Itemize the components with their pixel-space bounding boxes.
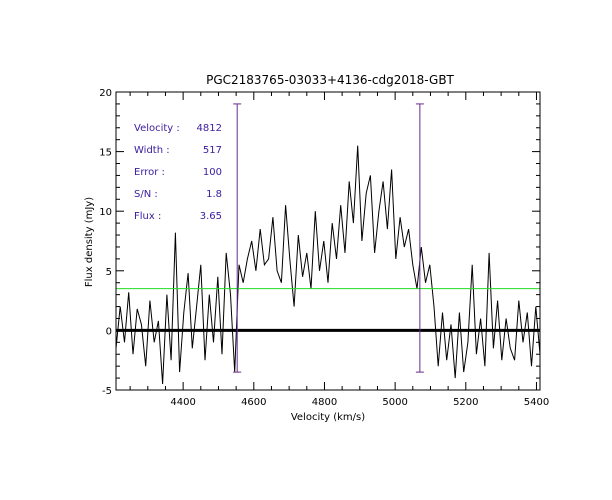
x-axis: 4400 4600 4800 5000 5200 5400 (129, 92, 549, 408)
info-label: Width : (134, 145, 170, 156)
x-tick-label: 4600 (241, 397, 266, 408)
y-tick-label: 5 (106, 267, 112, 278)
spectrum-line (116, 145, 540, 385)
plot-frame (115, 91, 541, 391)
y-tick-label: 15 (99, 148, 112, 159)
info-label: Velocity : (134, 123, 180, 134)
info-value: 4812 (197, 123, 222, 134)
info-label: S/N : (134, 189, 158, 200)
y-axis: -5 0 5 10 15 20 (99, 88, 540, 397)
info-box: Velocity : 4812 Width : 517 Error : 100 S/N : 1… (134, 123, 222, 222)
info-value: 517 (203, 145, 222, 156)
y-tick-label: 10 (99, 207, 112, 218)
x-tick-label: 5000 (382, 397, 407, 408)
y-axis-label: Flux density (mJy) (84, 197, 95, 287)
x-tick-label: 4400 (170, 397, 195, 408)
y-tick-label: -5 (102, 386, 112, 397)
info-value: 1.8 (206, 189, 222, 200)
x-tick-label: 5200 (453, 397, 478, 408)
x-tick-label: 5400 (524, 397, 549, 408)
y-tick-label: 0 (106, 326, 112, 337)
info-value: 100 (203, 167, 222, 178)
info-value: 3.65 (200, 211, 222, 222)
plot-area (116, 103, 540, 385)
y-tick-label: 20 (99, 88, 112, 99)
info-label: Error : (134, 167, 165, 178)
chart-title: PGC2183765-03033+4136-cdg2018-GBT (206, 73, 454, 87)
info-label: Flux : (134, 211, 161, 222)
plot-series-group (116, 145, 540, 385)
x-axis-label: Velocity (km/s) (291, 412, 365, 423)
x-tick-label: 4800 (312, 397, 337, 408)
